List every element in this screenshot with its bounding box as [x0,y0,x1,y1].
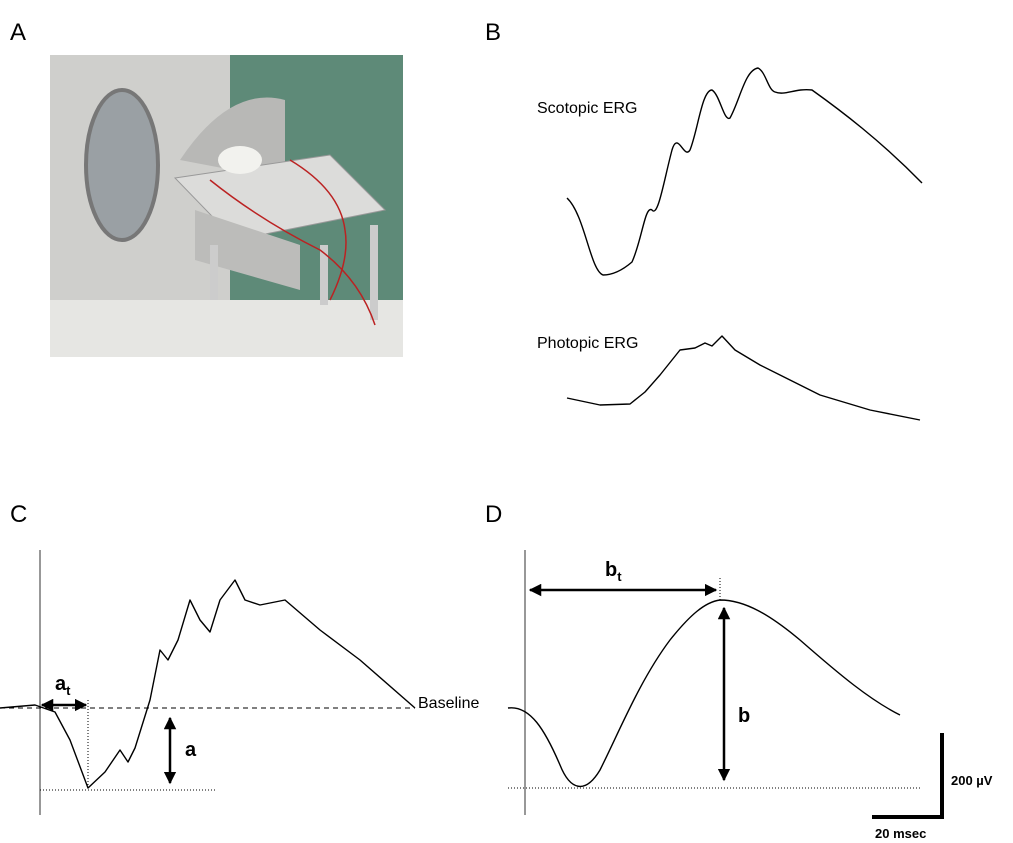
b-amplitude-label: b [738,705,750,727]
figure: A B C D Scotopic ERG Photopic ERG at a B… [0,0,1013,843]
photo [50,55,403,357]
scale-label: 20 msec [875,826,926,841]
panel-label: B [485,19,501,46]
scale-label: 200 µV [951,773,993,788]
b-wave-trace [508,600,900,786]
panel-label: A [10,19,26,46]
trace-label: Scotopic ERG [537,100,637,117]
trace-label: Photopic ERG [537,335,638,352]
panel-label: D [485,501,502,528]
a-time-label: at [55,673,71,698]
b-time-label: bt [605,559,622,584]
a-amplitude-label: a [185,739,197,761]
panel-label: C [10,501,27,528]
scale-bar [872,733,942,817]
baseline-label: Baseline [418,695,479,712]
